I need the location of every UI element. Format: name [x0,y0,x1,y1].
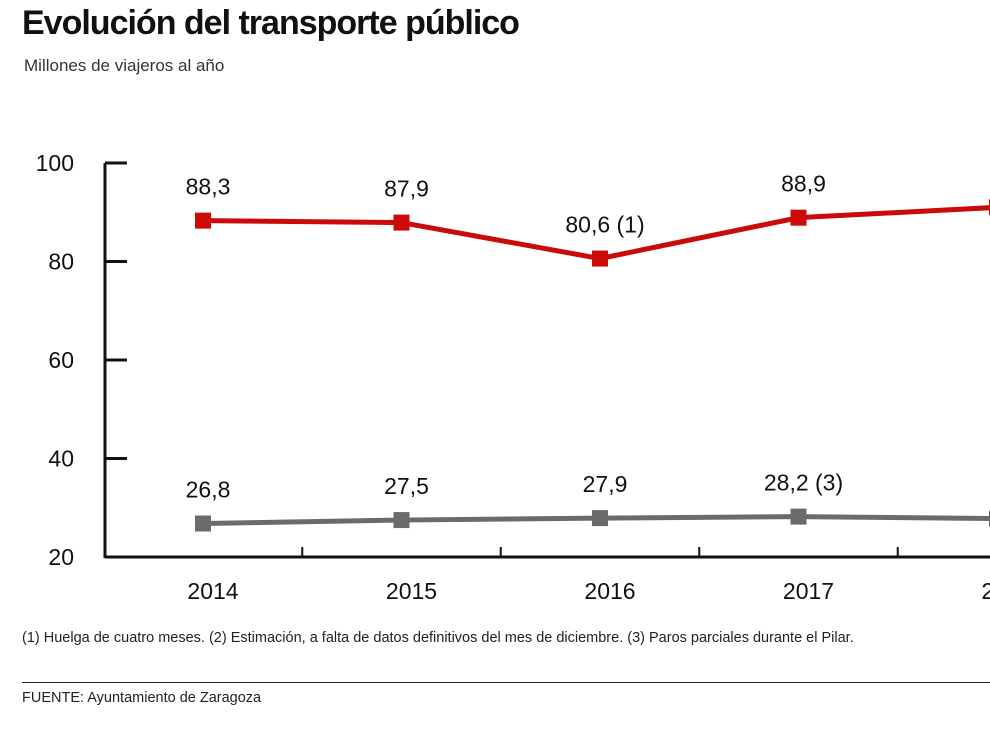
y-tick-label: 60 [48,347,74,373]
footnotes: (1) Huelga de cuatro meses. (2) Estimaci… [22,630,854,646]
x-tick-label: 2017 [783,578,834,604]
data-label-red: 88,9 [781,171,826,197]
data-label-gray: 27,5 [384,473,429,499]
source-note: FUENTE: Ayuntamiento de Zaragoza [22,690,262,706]
x-tick-label: 2015 [386,578,437,604]
y-tick-label: 20 [48,544,74,570]
data-point-gray [195,515,211,532]
chart-title: Evolución del transporte público [22,4,520,42]
data-label-gray: 26,8 [186,477,231,503]
data-point-red [592,250,608,267]
y-tick-label: 40 [48,446,74,472]
x-tick-label: 2014 [187,578,238,604]
data-point-red [393,214,410,231]
data-label-gray: 27,9 [583,471,628,497]
data-point-red [195,212,211,229]
y-tick-label: 80 [48,249,74,275]
data-point-red [790,209,807,226]
y-tick-label: 100 [36,150,74,176]
data-label-red: 80,6 (1) [565,212,644,238]
data-label-gray: 28,2 (3) [764,470,843,496]
chart-subtitle: Millones de viajeros al año [24,56,225,75]
data-label-red: 88,3 [186,174,231,200]
divider [22,682,990,683]
x-tick-label: 2016 [584,578,635,604]
data-point-gray [393,512,410,529]
x-tick-label: 2018 [981,578,990,604]
data-point-gray [790,508,807,525]
data-label-red: 87,9 [384,176,429,202]
data-point-gray [592,510,608,527]
